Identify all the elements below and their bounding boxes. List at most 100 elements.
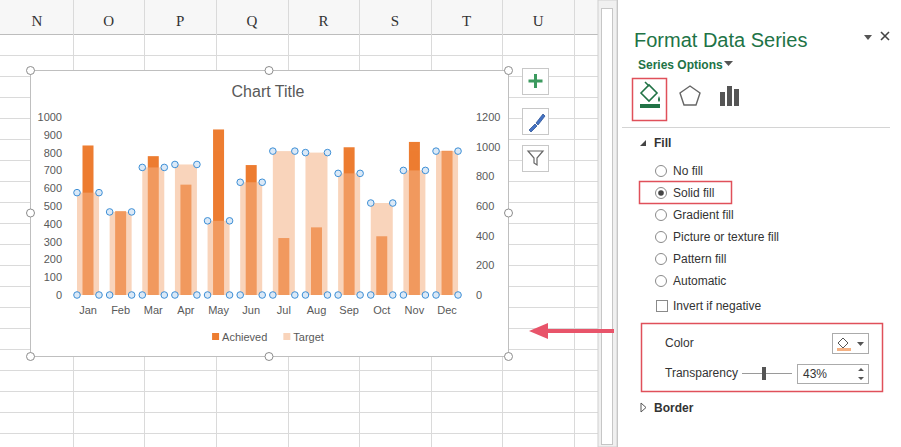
radio-label[interactable]: No fill bbox=[673, 164, 703, 178]
bar[interactable] bbox=[208, 221, 230, 295]
section-title[interactable]: Border bbox=[654, 401, 694, 415]
chart-styles-button[interactable] bbox=[523, 109, 549, 135]
expand-arrow bbox=[640, 140, 646, 146]
radio-label[interactable]: Gradient fill bbox=[673, 208, 734, 222]
selection-handle bbox=[270, 148, 277, 155]
column-header: P bbox=[176, 13, 184, 29]
bar[interactable] bbox=[110, 212, 132, 295]
selection-handle bbox=[172, 161, 179, 168]
column-header-bg bbox=[0, 0, 598, 34]
chart-handle[interactable] bbox=[505, 67, 513, 75]
section-title[interactable]: Fill bbox=[654, 136, 671, 150]
selection-handle bbox=[237, 179, 244, 186]
selection-handle bbox=[139, 292, 146, 299]
bucket-shape bbox=[641, 85, 657, 101]
series-1 bbox=[77, 151, 458, 295]
radio-dot bbox=[658, 190, 664, 196]
row-line bbox=[0, 412, 598, 413]
selection-handle bbox=[128, 292, 135, 299]
checkbox-label[interactable]: Invert if negative bbox=[673, 299, 761, 313]
chart-filters-button[interactable] bbox=[523, 146, 549, 172]
selection-handle bbox=[106, 292, 113, 299]
pane-tab[interactable]: Series Options bbox=[638, 58, 723, 72]
selection-handle bbox=[161, 164, 168, 171]
scrollbar bbox=[598, 0, 617, 447]
y-tick-label: 200 bbox=[44, 253, 62, 265]
series-0 bbox=[83, 129, 453, 295]
legend: AchievedTarget bbox=[212, 331, 324, 343]
sheet-bg bbox=[0, 0, 598, 447]
scrollbar-thumb[interactable] bbox=[602, 9, 613, 445]
bar[interactable] bbox=[240, 182, 262, 295]
x-tick-label: Apr bbox=[177, 304, 194, 316]
pane-title: Format Data Series bbox=[634, 29, 807, 51]
bar[interactable] bbox=[403, 170, 425, 295]
effects-icon[interactable] bbox=[680, 86, 700, 105]
radio[interactable] bbox=[656, 188, 667, 199]
radio-label[interactable]: Picture or texture fill bbox=[673, 230, 779, 244]
bar[interactable] bbox=[142, 167, 164, 295]
legend-swatch bbox=[212, 333, 219, 340]
radio[interactable] bbox=[656, 210, 667, 221]
pane-close-button[interactable] bbox=[881, 32, 889, 40]
color-button[interactable] bbox=[833, 334, 869, 354]
radio-label[interactable]: Pattern fill bbox=[673, 252, 726, 266]
bar[interactable] bbox=[175, 164, 197, 295]
chart-handle[interactable] bbox=[27, 67, 35, 75]
x-tick-label: Dec bbox=[437, 304, 457, 316]
bar[interactable] bbox=[305, 153, 327, 295]
selection-handles bbox=[74, 148, 462, 298]
radio[interactable] bbox=[656, 276, 667, 287]
transparency-input[interactable] bbox=[798, 365, 869, 384]
brush-icon bbox=[529, 114, 545, 132]
x-tick-label: Jun bbox=[242, 304, 260, 316]
y-tick-label: 400 bbox=[44, 218, 62, 230]
bar[interactable] bbox=[436, 151, 458, 295]
x-tick-label: Aug bbox=[307, 304, 327, 316]
highlight-box bbox=[633, 79, 667, 121]
y2-tick-label: 1200 bbox=[476, 111, 500, 123]
column-header: R bbox=[318, 13, 328, 29]
radio[interactable] bbox=[656, 166, 667, 177]
bar[interactable] bbox=[77, 193, 99, 295]
chart-handle[interactable] bbox=[27, 209, 35, 217]
row-line bbox=[0, 433, 598, 434]
color-bucket bbox=[838, 338, 848, 348]
selection-handle bbox=[335, 170, 342, 177]
row-line bbox=[0, 370, 598, 371]
chart-handle[interactable] bbox=[265, 353, 273, 361]
fill-line-icon[interactable] bbox=[640, 82, 660, 108]
y-tick-label: 500 bbox=[44, 200, 62, 212]
bucket-drop bbox=[658, 96, 660, 102]
column-header: Q bbox=[246, 13, 257, 29]
slider-thumb[interactable] bbox=[762, 367, 766, 380]
checkbox[interactable] bbox=[657, 301, 668, 312]
selection-handle bbox=[367, 200, 374, 207]
selection-handle bbox=[455, 148, 462, 155]
chart-elements-button[interactable] bbox=[523, 69, 549, 95]
chart-handle[interactable] bbox=[505, 209, 513, 217]
column-line bbox=[574, 0, 575, 447]
chart-handle[interactable] bbox=[505, 353, 513, 361]
pane-menu-button[interactable] bbox=[864, 35, 872, 40]
bar[interactable] bbox=[273, 151, 295, 295]
radio-label[interactable]: Automatic bbox=[673, 274, 726, 288]
icon-bar bbox=[734, 89, 739, 106]
bar[interactable] bbox=[371, 203, 393, 295]
series-options-icon[interactable] bbox=[720, 86, 739, 106]
chart-handle[interactable] bbox=[27, 353, 35, 361]
bucket-bar bbox=[640, 104, 660, 108]
selection-handle bbox=[400, 292, 407, 299]
plus-icon bbox=[529, 74, 543, 88]
selection-handle bbox=[357, 170, 364, 177]
radio[interactable] bbox=[656, 254, 667, 265]
chart-handle[interactable] bbox=[265, 67, 273, 75]
selection-handle bbox=[204, 292, 211, 299]
bar[interactable] bbox=[338, 173, 360, 295]
radio-label[interactable]: Solid fill bbox=[673, 186, 714, 200]
selection-handle bbox=[367, 292, 374, 299]
spin-buttons[interactable] bbox=[858, 368, 864, 380]
plot-marks bbox=[77, 129, 458, 295]
y2-tick-label: 0 bbox=[476, 289, 482, 301]
radio[interactable] bbox=[656, 232, 667, 243]
